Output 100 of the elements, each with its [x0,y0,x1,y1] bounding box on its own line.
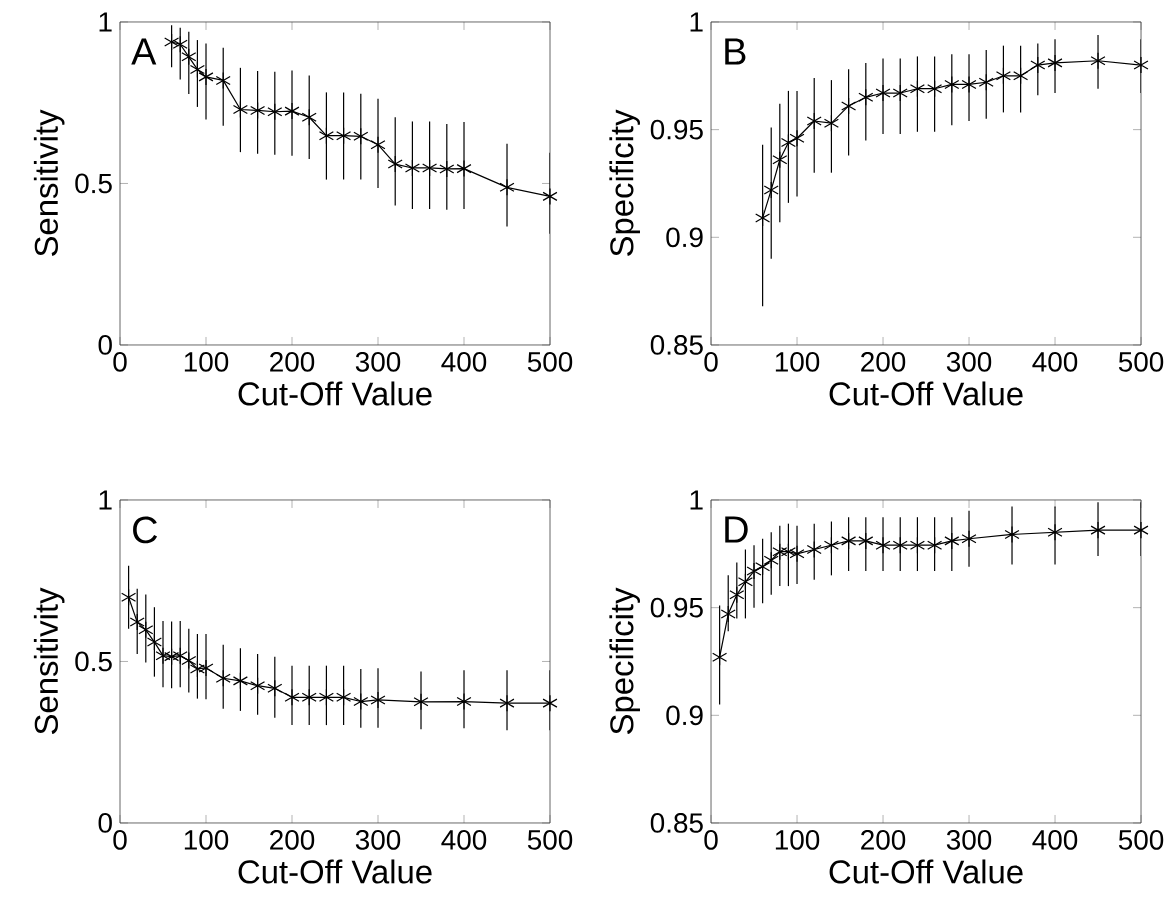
x-tick-label: 500 [1118,351,1164,372]
annotation: A [131,38,157,65]
point [961,530,977,548]
point [1133,56,1149,74]
annotation: C [133,516,158,544]
point [250,677,266,695]
point [1047,54,1063,72]
point [1133,521,1149,539]
point [772,543,788,561]
point [232,100,248,119]
point [858,532,874,550]
point [978,73,994,91]
point [823,536,839,554]
x-tick-label: 200 [861,830,906,850]
point [755,209,771,227]
point [875,84,891,102]
point [772,151,788,169]
x-tick-label: 500 [527,830,573,850]
y-tick-label: 1 [690,490,703,510]
x-tick-label: 200 [270,351,315,372]
x-tick-label: 100 [775,830,820,850]
x-tick-label: 500 [1118,830,1164,850]
x-tick-label: 0 [113,351,127,372]
x-axis-title: Cut-Off Value [829,381,1023,406]
point [215,669,231,687]
point [413,693,429,711]
x-tick-label: 100 [184,351,229,372]
point [927,80,943,98]
point [318,127,334,145]
point [353,692,369,711]
point [841,97,857,115]
point [250,101,266,120]
point [215,71,231,90]
point [336,688,352,706]
point [172,647,188,665]
point [1013,67,1029,85]
point [164,33,180,51]
y-tick-label: 0.5 [75,173,112,194]
point [780,543,796,561]
x-axis-title: Cut-Off Value [238,381,432,406]
x-tick-label: 300 [355,351,401,372]
point [301,688,317,706]
point [909,536,925,554]
point [198,68,214,86]
point [875,536,891,554]
y-tick-label: 1 [99,12,112,32]
x-tick-label: 300 [946,351,992,372]
x-axis-title: Cut-Off Value [829,859,1023,884]
x-axis-title: Cut-Off Value [238,859,432,884]
y-axis-title: Specificity [609,587,640,734]
y-axis-title: Sensitivity [33,587,65,734]
point [267,103,283,121]
point [944,75,960,94]
x-tick-label: 0 [113,830,127,850]
point [909,80,925,98]
point [499,694,515,712]
x-tick-label: 0 [704,351,718,372]
point [542,694,558,712]
point [404,159,420,177]
point [789,129,805,147]
y-tick-label: 0.85 [650,813,703,833]
point [353,127,369,145]
y-axis-title: Sensitivity [33,109,65,256]
point [1090,52,1106,70]
point [712,648,728,666]
point [763,551,779,569]
point [1090,521,1106,539]
y-tick-label: 0.9 [666,705,703,726]
point [729,586,745,604]
point [746,562,762,580]
x-tick-label: 0 [704,830,718,850]
point [189,660,205,678]
x-tick-label: 400 [1032,351,1078,372]
point [456,692,472,711]
point [823,114,839,132]
y-tick-label: 1 [99,490,112,510]
point [892,84,908,102]
x-tick-label: 100 [775,351,820,372]
point [164,648,180,666]
annotation: D [725,516,748,543]
point [806,112,822,130]
point [755,558,771,576]
point [737,573,753,591]
x-tick-label: 300 [355,830,401,850]
x-tick-label: 200 [861,351,906,372]
point [961,75,977,94]
point [892,536,908,554]
x-tick-label: 100 [184,830,229,850]
point [370,691,386,709]
point [1004,525,1020,544]
point [439,160,455,178]
point [121,588,137,606]
point [995,67,1011,85]
point [1030,56,1046,74]
point [944,532,960,550]
point [927,536,943,554]
point [422,159,438,177]
x-tick-label: 400 [441,830,487,850]
x-tick-label: 300 [946,830,992,850]
point [129,613,145,631]
